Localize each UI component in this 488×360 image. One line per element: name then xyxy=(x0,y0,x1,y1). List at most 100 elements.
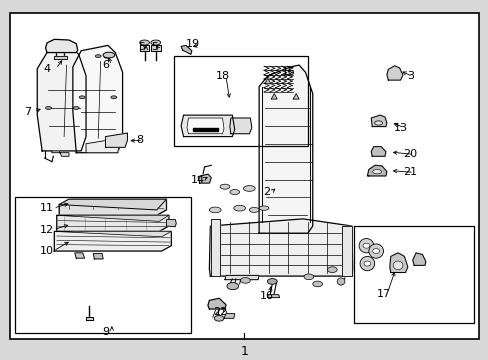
Ellipse shape xyxy=(358,239,373,253)
Text: 20: 20 xyxy=(403,149,416,159)
Ellipse shape xyxy=(392,261,402,270)
Polygon shape xyxy=(386,66,402,80)
Ellipse shape xyxy=(336,278,344,285)
Polygon shape xyxy=(229,118,251,134)
Polygon shape xyxy=(57,215,168,221)
Ellipse shape xyxy=(226,283,238,290)
Text: 14: 14 xyxy=(191,175,205,185)
Text: 4: 4 xyxy=(43,64,50,74)
Text: 1: 1 xyxy=(240,345,248,358)
Polygon shape xyxy=(370,115,386,127)
Text: 15: 15 xyxy=(281,67,295,77)
Ellipse shape xyxy=(249,207,259,212)
Polygon shape xyxy=(181,45,191,54)
Text: 10: 10 xyxy=(40,246,54,256)
Polygon shape xyxy=(366,165,386,176)
Text: 6: 6 xyxy=(102,60,109,70)
Polygon shape xyxy=(140,45,149,51)
Ellipse shape xyxy=(209,207,221,213)
Polygon shape xyxy=(52,151,69,156)
Ellipse shape xyxy=(372,170,381,174)
Polygon shape xyxy=(151,45,160,51)
Ellipse shape xyxy=(312,281,322,287)
Polygon shape xyxy=(211,219,220,276)
Polygon shape xyxy=(54,57,66,59)
Text: 8: 8 xyxy=(136,135,143,145)
Text: 5: 5 xyxy=(138,42,145,52)
Bar xyxy=(173,56,307,145)
Polygon shape xyxy=(389,253,407,273)
Polygon shape xyxy=(264,78,270,84)
Polygon shape xyxy=(293,94,299,99)
Polygon shape xyxy=(57,215,168,231)
Ellipse shape xyxy=(240,278,250,283)
Polygon shape xyxy=(267,295,279,298)
Text: 11: 11 xyxy=(40,203,54,213)
Text: 18: 18 xyxy=(215,71,229,81)
Polygon shape xyxy=(370,147,385,156)
Text: 21: 21 xyxy=(403,167,416,177)
Polygon shape xyxy=(224,275,259,280)
Polygon shape xyxy=(209,219,352,276)
Ellipse shape xyxy=(363,261,370,266)
Polygon shape xyxy=(54,231,171,251)
Polygon shape xyxy=(181,115,234,136)
Text: 13: 13 xyxy=(393,123,407,133)
Polygon shape xyxy=(198,174,211,183)
Polygon shape xyxy=(193,128,217,131)
Ellipse shape xyxy=(73,107,79,109)
Ellipse shape xyxy=(79,96,85,99)
Ellipse shape xyxy=(214,315,224,321)
Ellipse shape xyxy=(327,267,336,273)
Bar xyxy=(353,226,473,323)
Polygon shape xyxy=(224,314,234,318)
Ellipse shape xyxy=(233,205,245,211)
Polygon shape xyxy=(105,133,127,147)
Ellipse shape xyxy=(111,96,117,99)
Ellipse shape xyxy=(304,274,313,280)
Ellipse shape xyxy=(243,186,255,191)
Ellipse shape xyxy=(95,55,101,58)
Text: 17: 17 xyxy=(376,289,390,299)
Text: 7: 7 xyxy=(24,107,31,117)
Text: 16: 16 xyxy=(259,291,273,301)
Ellipse shape xyxy=(368,244,383,258)
Ellipse shape xyxy=(372,248,379,253)
Text: 12: 12 xyxy=(40,225,54,235)
Polygon shape xyxy=(45,39,78,53)
Text: 5: 5 xyxy=(150,42,158,52)
Polygon shape xyxy=(59,199,166,215)
Ellipse shape xyxy=(45,107,51,109)
Polygon shape xyxy=(259,65,312,233)
Polygon shape xyxy=(207,298,225,309)
Polygon shape xyxy=(73,45,122,153)
Polygon shape xyxy=(37,47,86,151)
Text: 22: 22 xyxy=(213,307,227,317)
Polygon shape xyxy=(412,253,425,265)
Text: 19: 19 xyxy=(186,39,200,49)
Polygon shape xyxy=(75,253,84,258)
Ellipse shape xyxy=(140,40,149,45)
Ellipse shape xyxy=(220,184,229,189)
Bar xyxy=(15,197,190,333)
Polygon shape xyxy=(271,94,277,99)
Text: 3: 3 xyxy=(406,71,413,81)
Ellipse shape xyxy=(259,206,268,210)
Ellipse shape xyxy=(374,121,382,125)
Polygon shape xyxy=(166,220,176,227)
Polygon shape xyxy=(54,231,171,237)
Text: 2: 2 xyxy=(263,187,269,197)
Polygon shape xyxy=(341,226,351,276)
Polygon shape xyxy=(86,138,119,153)
Ellipse shape xyxy=(362,243,369,248)
Ellipse shape xyxy=(103,52,115,58)
Ellipse shape xyxy=(151,40,160,45)
Text: 9: 9 xyxy=(102,327,109,337)
Ellipse shape xyxy=(104,55,110,58)
Ellipse shape xyxy=(359,256,374,271)
Polygon shape xyxy=(186,118,224,134)
Polygon shape xyxy=(59,199,166,210)
Ellipse shape xyxy=(267,279,277,284)
Polygon shape xyxy=(93,253,103,259)
Polygon shape xyxy=(85,317,93,320)
